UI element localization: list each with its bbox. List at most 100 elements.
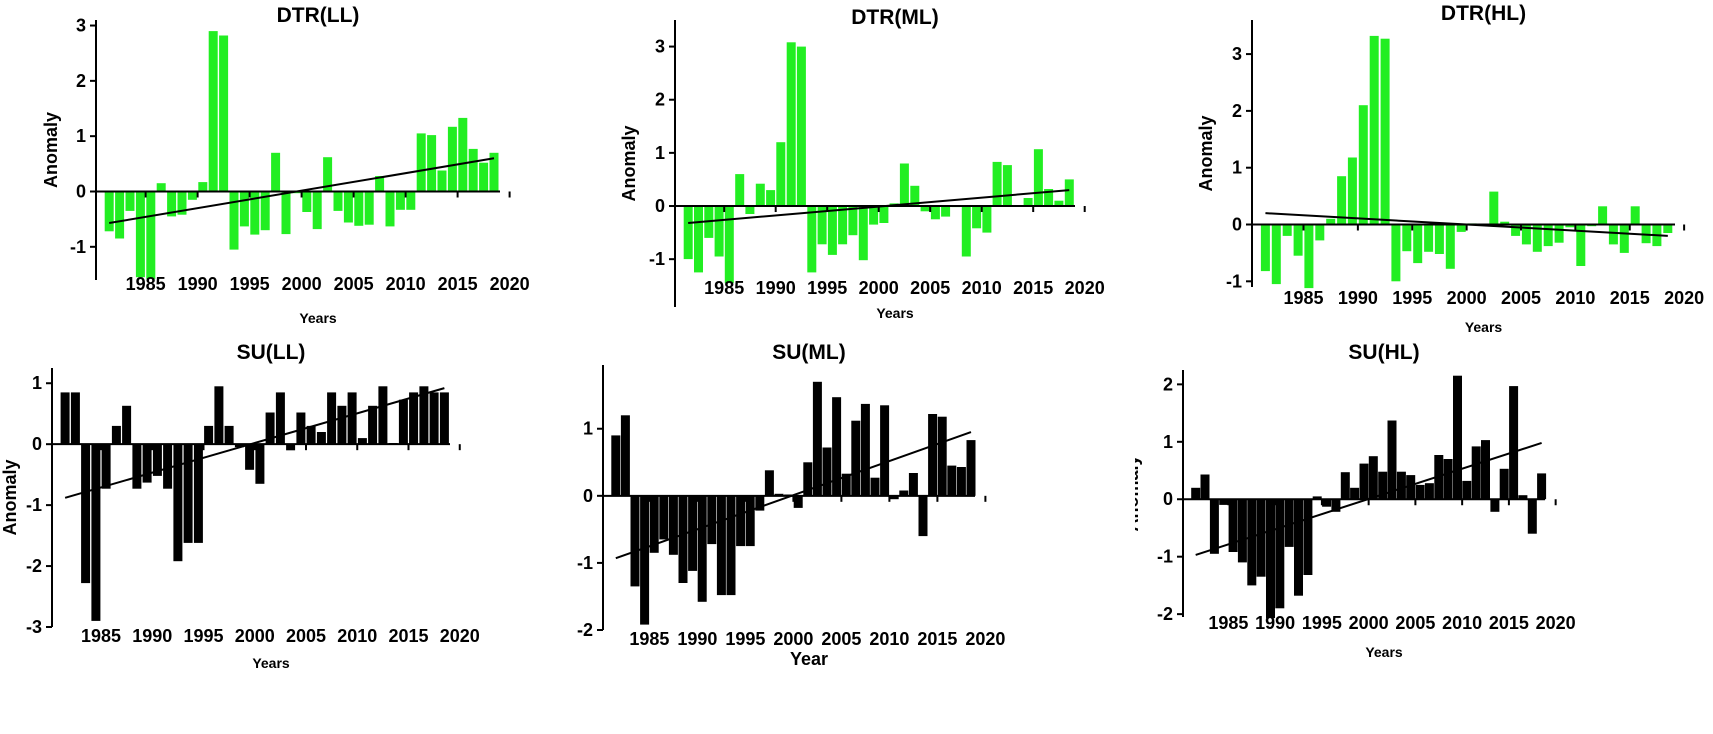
bar-1994 <box>817 206 827 245</box>
bar-2004 <box>296 412 306 445</box>
bar-1986 <box>1237 499 1247 563</box>
y-axis-label: Anomaly <box>1196 115 1216 191</box>
bar-1990 <box>198 182 208 192</box>
bar-1982 <box>620 415 630 496</box>
bar-1993 <box>229 191 239 250</box>
bar-2009 <box>1453 375 1462 500</box>
bar-2017 <box>1527 499 1537 534</box>
y-tick-label: 2 <box>655 90 665 110</box>
bar-2010 <box>982 206 992 233</box>
bar-2000 <box>793 495 803 508</box>
chart-title: SU(LL) <box>237 341 306 364</box>
trend-line <box>615 431 972 560</box>
x-tick-label: 2020 <box>965 629 1005 649</box>
bar-2014 <box>447 126 457 192</box>
y-tick-label: -2 <box>26 556 42 576</box>
bar-1991 <box>208 31 218 192</box>
y-tick-label: 1 <box>32 373 42 393</box>
bar-2005 <box>1521 224 1531 245</box>
bar-1997 <box>224 425 234 445</box>
bar-1998 <box>858 206 868 261</box>
chart-panel-su-ll: -3 -2 -1 0 1 1985 1990 1995 2000 2005 2010 2015 2020… <box>0 335 520 729</box>
bar-1993 <box>1391 224 1401 282</box>
bar-1986 <box>659 495 669 540</box>
bar-2018 <box>966 440 976 496</box>
y-tick-label: 2 <box>1163 374 1173 394</box>
bar-1994 <box>1402 224 1412 252</box>
bar-2009 <box>972 206 982 229</box>
bar-1981 <box>611 435 621 496</box>
x-tick-label: 2020 <box>1664 288 1704 308</box>
y-tick-label: 3 <box>655 37 665 57</box>
bar-2014 <box>398 399 408 445</box>
bar-2016 <box>468 148 478 192</box>
bar-1987 <box>167 191 177 217</box>
bar-1985 <box>146 191 156 279</box>
bar-1988 <box>132 444 142 489</box>
x-tick-label: 1990 <box>1255 613 1295 633</box>
x-tick-label: 1995 <box>230 274 270 294</box>
bar-1994 <box>736 495 746 547</box>
bar-2012 <box>1002 165 1012 206</box>
bar-1987 <box>1326 218 1336 225</box>
bar-2013 <box>1490 499 1500 512</box>
bar-2012 <box>1598 206 1608 225</box>
bar-2018 <box>439 392 449 445</box>
bar-1994 <box>1312 496 1322 500</box>
y-tick-label: 1 <box>655 143 665 163</box>
bar-1987 <box>122 405 132 445</box>
chart-svg-su-ml: -2 -1 0 1 1985 1990 1995 2000 2005 2010 2015 2020 SU… <box>542 341 1005 669</box>
bar-2015 <box>458 117 468 192</box>
bar-2010 <box>1576 224 1586 266</box>
bar-1986 <box>111 425 121 445</box>
bar-1996 <box>838 206 848 245</box>
x-tick-label: 1995 <box>1392 288 1432 308</box>
bar-2000 <box>879 206 889 223</box>
bar-1988 <box>1337 176 1347 225</box>
x-tick-label: 2000 <box>773 629 813 649</box>
bar-2010 <box>1462 480 1472 500</box>
chart-svg-su-ll: -3 -2 -1 0 1 1985 1990 1995 2000 2005 2010 2015 2020… <box>0 341 480 671</box>
x-axis-label: Years <box>1465 319 1503 335</box>
bar-2001 <box>312 191 322 230</box>
bar-2007 <box>860 403 870 496</box>
bar-2004 <box>920 206 930 212</box>
bar-1993 <box>807 206 817 273</box>
bar-1983 <box>125 191 135 211</box>
trend-line <box>688 189 1070 225</box>
x-tick-label: 2020 <box>490 274 530 294</box>
x-tick-label: 2015 <box>438 274 478 294</box>
bar-1995 <box>827 206 837 255</box>
bar-2013 <box>918 495 928 537</box>
bar-1983 <box>630 495 640 587</box>
bar-1992 <box>173 444 183 562</box>
x-tick-label: 1995 <box>1302 613 1342 633</box>
bar-2002 <box>323 157 333 192</box>
bar-2014 <box>1023 198 1033 206</box>
bar-1981 <box>683 206 693 260</box>
x-tick-label: 1990 <box>178 274 218 294</box>
bar-1982 <box>1271 224 1281 285</box>
chart-svg-dtr-ml: -1 0 1 2 3 1985 1990 1995 2000 2005 2010 2015 2020 DT… <box>619 6 1105 321</box>
bar-2014 <box>1499 468 1509 500</box>
bar-2006 <box>364 191 374 225</box>
bar-1987 <box>1247 499 1257 586</box>
x-tick-label: 2000 <box>859 278 899 298</box>
bar-2011 <box>1471 446 1481 500</box>
y-tick-label: -2 <box>577 620 593 640</box>
x-tick-label: 2020 <box>1065 278 1105 298</box>
bar-1994 <box>239 191 249 227</box>
y-tick-label: 1 <box>1163 432 1173 452</box>
y-tick-label: 3 <box>76 16 86 36</box>
bar-1998 <box>1445 224 1455 269</box>
trend-line <box>64 387 445 499</box>
bar-2018 <box>1064 179 1074 206</box>
bar-2008 <box>961 206 971 257</box>
y-tick-label: -2 <box>1157 604 1173 624</box>
bar-1990 <box>1275 499 1285 609</box>
bar-2017 <box>1054 200 1064 206</box>
x-axis-label: Years <box>876 305 914 321</box>
bar-2018 <box>1537 473 1547 500</box>
y-tick-label: 1 <box>76 126 86 146</box>
bar-2017 <box>956 467 966 496</box>
